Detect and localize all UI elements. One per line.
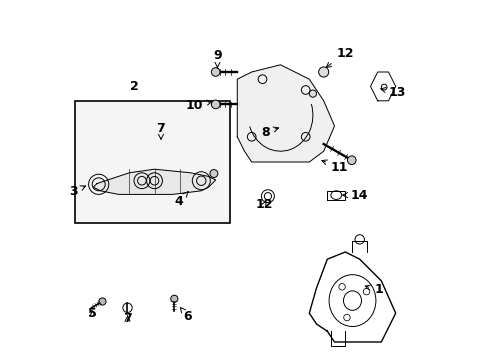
Text: 10: 10: [185, 99, 211, 112]
Polygon shape: [93, 169, 215, 194]
Text: 3: 3: [69, 185, 85, 198]
Ellipse shape: [309, 90, 316, 97]
Bar: [75, 101, 230, 223]
Text: 11: 11: [321, 160, 347, 174]
Text: 4: 4: [174, 192, 188, 208]
Ellipse shape: [170, 295, 178, 302]
Ellipse shape: [211, 68, 220, 76]
Text: 7: 7: [123, 312, 132, 325]
Polygon shape: [237, 65, 334, 162]
Text: 8: 8: [261, 126, 278, 139]
Text: 12: 12: [255, 198, 272, 211]
Text: 2: 2: [130, 80, 139, 93]
Ellipse shape: [318, 67, 328, 77]
Text: 14: 14: [342, 189, 367, 202]
Text: 12: 12: [325, 47, 353, 68]
Text: 9: 9: [213, 49, 222, 68]
Ellipse shape: [347, 156, 355, 165]
Text: 13: 13: [380, 86, 405, 99]
Text: 1: 1: [365, 283, 382, 296]
Ellipse shape: [99, 298, 106, 305]
Text: 5: 5: [88, 307, 97, 320]
Ellipse shape: [211, 100, 220, 109]
Ellipse shape: [209, 170, 218, 177]
Text: 6: 6: [180, 307, 192, 323]
Text: 7: 7: [156, 122, 165, 139]
